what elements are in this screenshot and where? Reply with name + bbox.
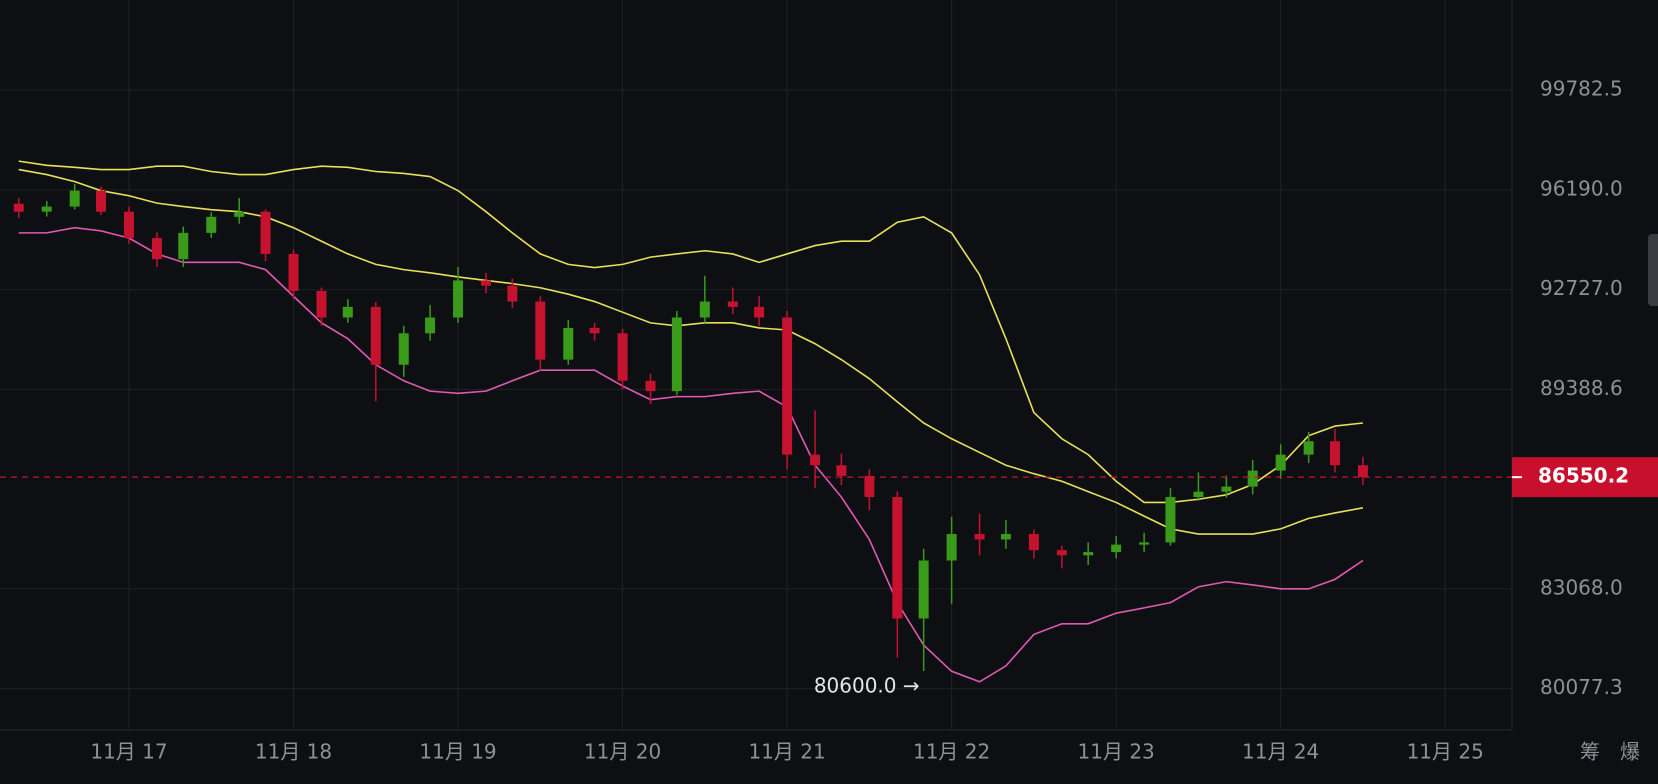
candle-body [316, 290, 327, 318]
candle-body [123, 211, 134, 239]
candle-body [1329, 441, 1340, 466]
candle-body [617, 333, 628, 381]
candle-body [754, 306, 765, 318]
candle-body [1028, 534, 1039, 551]
candle-body [425, 317, 436, 334]
candle-body [1000, 534, 1011, 540]
low-annotation: 80600.0 → [814, 673, 920, 697]
x-tick-label: 11月 18 [255, 740, 332, 764]
x-tick-label: 11月 20 [584, 740, 661, 764]
candle-body [836, 465, 847, 476]
candle-body [1247, 470, 1258, 487]
y-tick-label: 89388.6 [1540, 376, 1623, 400]
y-tick-label: 96190.0 [1540, 176, 1623, 200]
y-tick-label: 99782.5 [1540, 77, 1623, 101]
chip-icon[interactable]: 筹 [1580, 740, 1600, 764]
y-tick-label: 80077.3 [1540, 675, 1623, 699]
candle-body [810, 454, 821, 466]
x-tick-label: 11月 19 [419, 740, 496, 764]
x-tick-label: 11月 24 [1242, 740, 1319, 764]
candle-body [96, 190, 107, 212]
candle-body [864, 475, 875, 498]
candle-body [1221, 486, 1232, 492]
candle-body [41, 206, 52, 212]
x-tick-label: 11月 22 [913, 740, 990, 764]
candle-body [398, 333, 409, 365]
current-price-box [1512, 457, 1658, 498]
candle-body [1275, 454, 1286, 471]
candle-body [370, 306, 381, 365]
x-tick-label: 11月 21 [748, 740, 825, 764]
candle-body [1303, 441, 1314, 455]
candle-body [1111, 544, 1122, 553]
candle-body [946, 534, 957, 561]
y-tick-label: 83068.0 [1540, 575, 1623, 599]
candle-body [727, 301, 738, 307]
candle-body [1193, 491, 1204, 498]
candle-body [782, 317, 793, 455]
candle-body [178, 232, 189, 260]
candle-body [234, 211, 245, 217]
candle-body [342, 306, 353, 318]
candle-body [1139, 542, 1150, 545]
candle-body [563, 327, 574, 360]
candle-body [69, 190, 80, 207]
candle-body [918, 560, 929, 619]
candle-body [892, 497, 903, 619]
y-tick-label: 92727.0 [1540, 276, 1623, 300]
indicator-line [18, 160, 1364, 504]
current-price-label: 86550.2 [1538, 464, 1629, 488]
candle-body [1056, 550, 1067, 556]
candle-body [481, 280, 492, 286]
candle-body [974, 534, 985, 540]
candle-body [453, 280, 464, 318]
candle-body [645, 380, 656, 392]
candle-body [260, 211, 271, 254]
x-tick-label: 11月 25 [1407, 740, 1484, 764]
candle-body [589, 327, 600, 334]
candle-body [288, 253, 299, 291]
side-handle[interactable] [1648, 234, 1658, 306]
indicator-line [18, 226, 1364, 683]
x-tick-label: 11月 17 [90, 740, 167, 764]
candle-body [507, 285, 518, 302]
liquidation-icon[interactable]: 爆 [1620, 740, 1640, 764]
candle-body [699, 301, 710, 318]
candle-body [13, 203, 24, 212]
candle-body [206, 216, 217, 233]
candle-body [1165, 497, 1176, 543]
candle-body [1083, 552, 1094, 556]
candle-body [1357, 465, 1368, 478]
candle-body [151, 238, 162, 260]
x-tick-label: 11月 23 [1078, 740, 1155, 764]
candle-body [671, 317, 682, 392]
candle-body [535, 301, 546, 360]
